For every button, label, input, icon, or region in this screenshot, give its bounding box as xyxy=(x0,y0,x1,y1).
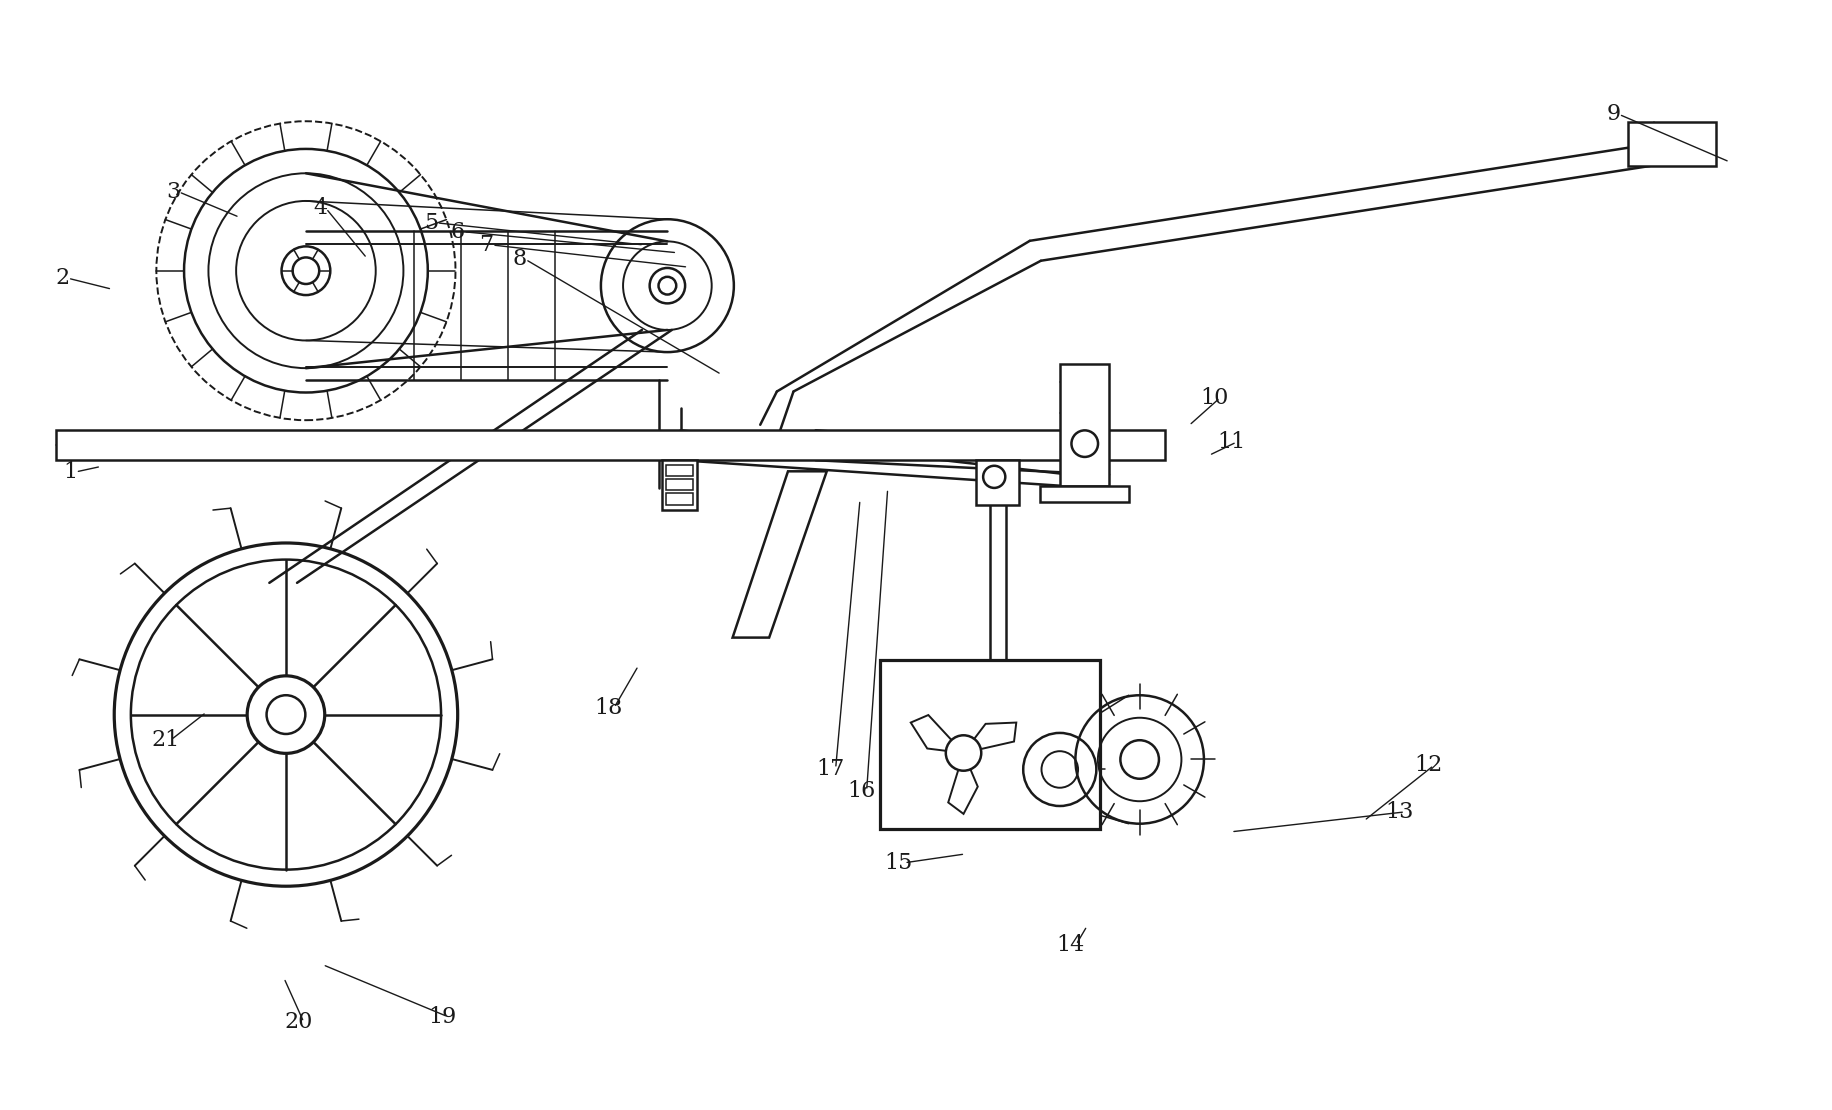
Text: 8: 8 xyxy=(513,249,528,271)
Polygon shape xyxy=(733,472,826,637)
Bar xyxy=(57,431,1163,461)
Circle shape xyxy=(649,268,685,303)
Bar xyxy=(661,461,696,511)
Text: 17: 17 xyxy=(815,758,845,779)
Circle shape xyxy=(945,735,980,770)
Bar xyxy=(665,480,692,491)
Circle shape xyxy=(247,676,324,754)
Circle shape xyxy=(1072,431,1097,457)
Text: 21: 21 xyxy=(152,729,180,750)
Text: 14: 14 xyxy=(1055,934,1085,956)
Bar xyxy=(665,465,692,476)
Text: 4: 4 xyxy=(313,198,328,220)
Circle shape xyxy=(658,276,676,294)
Bar xyxy=(879,659,1099,829)
Bar xyxy=(665,494,692,505)
Text: 6: 6 xyxy=(451,221,465,243)
Circle shape xyxy=(282,246,330,295)
Text: 3: 3 xyxy=(167,181,180,203)
Text: 5: 5 xyxy=(423,212,438,234)
Text: 15: 15 xyxy=(885,851,912,874)
Text: 11: 11 xyxy=(1216,431,1244,453)
Text: 12: 12 xyxy=(1414,755,1442,776)
Circle shape xyxy=(982,466,1004,488)
Bar xyxy=(1627,122,1715,166)
Bar xyxy=(1041,486,1129,503)
Text: 20: 20 xyxy=(284,1011,311,1033)
Text: 1: 1 xyxy=(62,461,77,483)
Text: 2: 2 xyxy=(55,268,70,290)
Bar xyxy=(976,461,1019,505)
Text: 18: 18 xyxy=(594,697,623,719)
Text: 9: 9 xyxy=(1605,103,1619,125)
Circle shape xyxy=(1119,740,1158,779)
Bar xyxy=(1059,364,1108,486)
Text: 19: 19 xyxy=(429,1006,456,1028)
Text: 7: 7 xyxy=(480,234,493,256)
Text: 13: 13 xyxy=(1385,801,1412,823)
Text: 16: 16 xyxy=(846,780,874,801)
Text: 10: 10 xyxy=(1200,386,1227,408)
